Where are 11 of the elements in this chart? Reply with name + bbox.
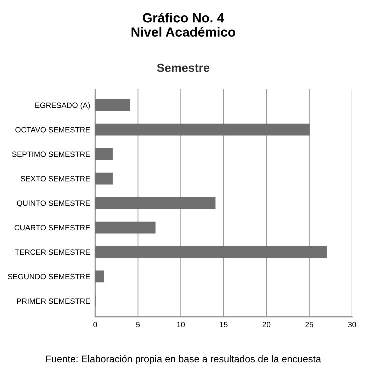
bar [95,99,130,112]
bar [95,197,216,210]
bar [95,148,113,160]
chart-subtitle: Semestre [157,64,210,72]
chart-title: Gráfico No. 4 Nivel Académico [132,12,236,37]
source-note: Fuente: Elaboración propia en base a resultados de la encuesta [46,355,322,365]
bar [95,124,310,136]
bar [95,172,113,185]
bar [95,246,328,258]
bar [95,222,156,234]
bar [95,270,104,283]
